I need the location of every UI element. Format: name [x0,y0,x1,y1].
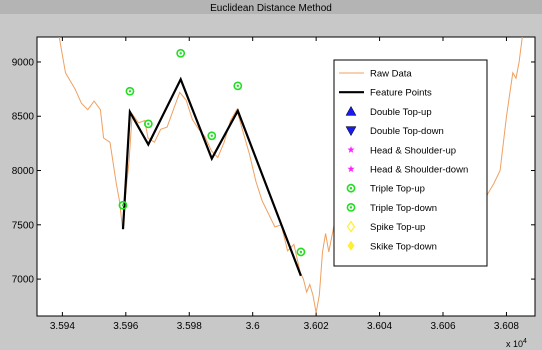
legend-box [333,59,488,267]
x-tick-label: 3.608 [494,321,519,332]
chart-title: Euclidean Distance Method [210,3,332,14]
x-axis: 3.594 3.596 3.598 3.6 3.602 3.604 3.606 3.608 [50,37,519,332]
title-bar [0,0,542,14]
x-exponent-power: 4 [523,338,527,345]
legend-entry: Head & Shoulder-up [347,145,456,156]
x-tick-label: 3.594 [50,321,75,332]
legend: Raw Data Feature Points Double Top-up Doubl… [333,59,488,267]
marker-ring [176,48,186,58]
legend-label: Head & Shoulder-down [370,165,468,176]
marker-dot [179,52,182,55]
legend-entry: Double Top-down [345,126,444,137]
y-tick-label: 8500 [12,112,35,123]
triple-top-down-marker [296,247,306,257]
feature-points-line [121,76,302,277]
legend-entry: Triple Top-up [346,183,425,195]
y-tick-label: 7500 [12,220,35,231]
legend-label: Triple Top-down [370,203,437,214]
legend-label: Raw Data [370,69,412,80]
x-tick-label: 3.598 [177,321,202,332]
x-tick-label: 3.6 [246,321,260,332]
x-tick-label: 3.596 [113,321,138,332]
y-tick-label: 7000 [12,275,35,286]
y-tick-label: 8000 [12,166,35,177]
legend-label: Double Top-up [370,107,432,118]
marker-dot [299,250,303,254]
legend-label: Triple Top-up [370,184,425,195]
legend-symbol [346,220,356,233]
legend-label: Head & Shoulder-up [370,145,456,156]
legend-symbol [345,126,357,137]
marker-ring [296,247,306,257]
legend-entry: Raw Data [339,69,412,80]
marker-ring [233,81,243,91]
legend-entry: Spike Top-up [346,220,425,233]
marker-ring [207,131,217,141]
x-exponent-label: x 104 [506,338,527,349]
triple-top-down-marker [118,200,128,210]
legend-label: Skike Top-down [370,241,437,252]
marker-dot [121,204,125,207]
legend-symbol [346,183,356,193]
y-axis: 7000 7500 8000 8500 9000 [12,57,535,286]
marker-ring [118,200,128,210]
legend-symbol-dot [349,187,353,190]
legend-entry: Feature Points [339,88,432,99]
legend-symbol [347,165,355,173]
marker-dot [147,122,150,126]
x-tick-label: 3.602 [304,321,329,332]
legend-symbol [347,146,355,153]
x-tick-label: 3.606 [430,321,455,332]
legend-label: Double Top-down [370,126,444,137]
marker-ring [125,86,135,96]
legend-symbol [345,105,357,116]
triple-top-down-marker [143,119,153,129]
legend-entry: Head & Shoulder-down [347,165,468,176]
legend-entry: Double Top-up [345,105,432,118]
triple-top-up-marker [176,48,186,58]
marker-dot [236,84,239,88]
x-exponent-base: x 10 [506,339,523,349]
marker-ring [143,119,153,129]
legend-symbol-dot [349,206,353,209]
legend-label: Feature Points [370,88,432,99]
legend-symbol [347,240,355,251]
marker-dot [128,90,132,93]
y-tick-label: 9000 [12,57,35,68]
legend-label: Spike Top-up [370,222,425,233]
marker-dot [210,134,213,137]
triple-top-up-marker [125,86,135,96]
legend-symbol [346,202,356,212]
x-tick-label: 3.604 [367,321,392,332]
legend-entry: Skike Top-down [347,240,437,252]
triple-top-up-marker [233,81,243,91]
triple-top-down-marker [207,131,217,141]
legend-entry: Triple Top-down [346,202,437,214]
